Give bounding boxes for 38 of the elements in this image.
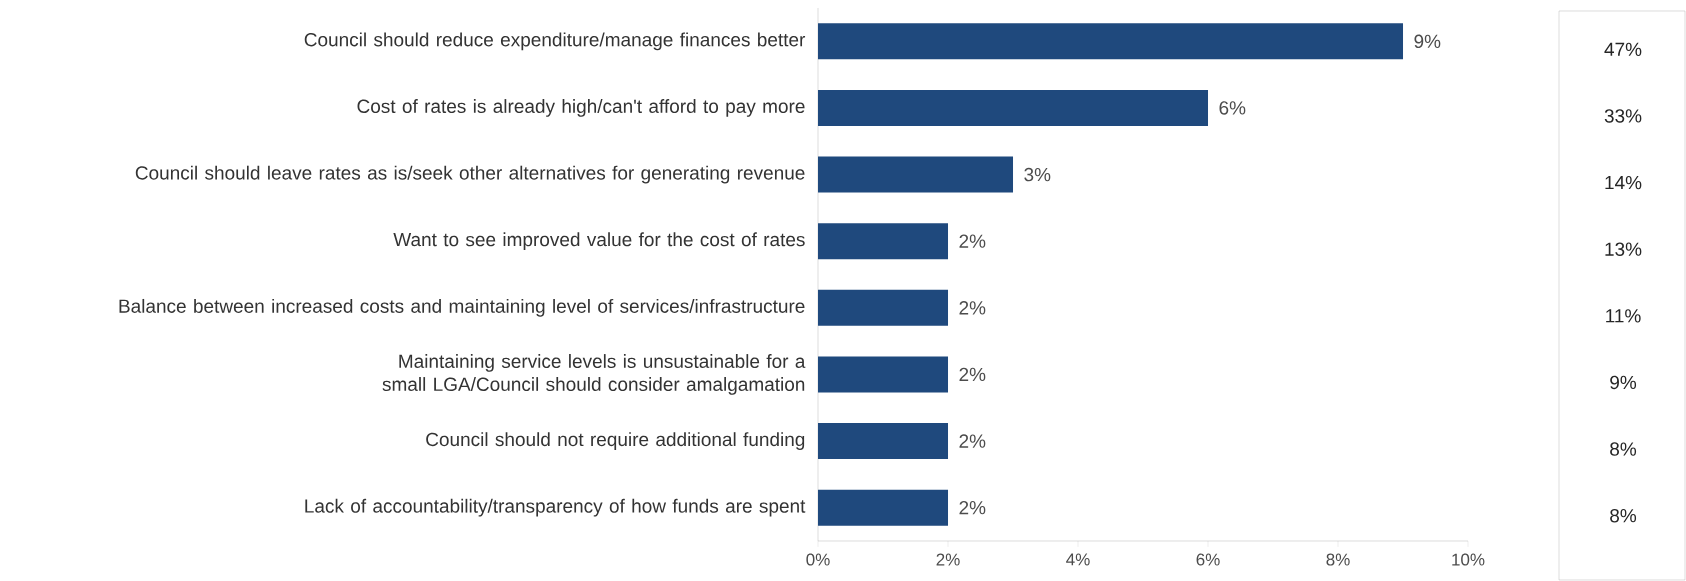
y-tick-label: Council should leave rates as is/seek other alternatives for generating revenue [135, 165, 805, 184]
x-tick-label: 2% [936, 553, 960, 566]
y-tick-label: Council should not require additional funding [426, 432, 805, 450]
bar [818, 223, 949, 260]
y-tick-label: Council should reduce expenditure/manage finances better [304, 32, 806, 51]
y-tick-label: Want to see improved value for the cost of rates [393, 232, 805, 251]
x-tick-label: 10% [1452, 553, 1485, 566]
x-tick-label: 6% [1196, 553, 1220, 566]
y-tick-label: Maintaining service levels is unsustainable for a small LGA/Council should consider amalgamation [382, 354, 806, 395]
text: 14% [1605, 175, 1642, 190]
text: 8% [1610, 442, 1637, 456]
data-label: 2% [959, 434, 986, 448]
data-label: 6% [1219, 101, 1246, 115]
data-label: 2% [959, 234, 986, 248]
x-tick-label: 4% [1066, 553, 1090, 566]
text: 9% [1610, 375, 1637, 390]
data-label: 2% [959, 500, 986, 515]
data-label: 2% [959, 367, 986, 382]
text: 33% [1604, 109, 1642, 123]
bar [818, 89, 1209, 126]
y-tick-label: Balance between increased costs and maintaining level of services/infrastructure [119, 298, 805, 317]
bar [818, 356, 949, 393]
bar [818, 289, 949, 326]
bar [818, 489, 949, 526]
y-tick-label: Lack of accountability/transparency of how funds are spent [305, 498, 806, 517]
text: 8% [1610, 508, 1637, 523]
x-tick-label: 8% [1326, 553, 1350, 566]
text: 47% [1604, 42, 1642, 56]
data-label: 3% [1024, 167, 1051, 182]
bar [818, 423, 949, 460]
y-tick-label: Cost of rates is already high/can't afford to pay more [357, 99, 805, 117]
bar [818, 23, 1404, 60]
bar [818, 156, 1014, 193]
text: 11% [1606, 309, 1641, 323]
x-tick-label: 0% [806, 553, 830, 566]
data-label: 2% [959, 301, 986, 315]
data-label: 9% [1414, 34, 1441, 49]
text: 13% [1605, 242, 1642, 256]
